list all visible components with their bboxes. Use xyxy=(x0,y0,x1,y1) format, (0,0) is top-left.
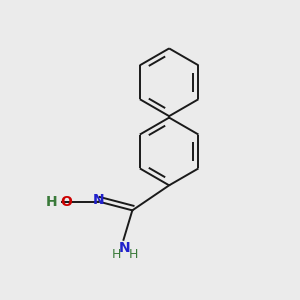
Text: N: N xyxy=(93,193,104,207)
Text: H: H xyxy=(46,194,58,208)
Text: N: N xyxy=(119,241,131,255)
Text: H: H xyxy=(129,248,139,261)
Text: H: H xyxy=(112,248,121,261)
Text: O: O xyxy=(60,194,72,208)
